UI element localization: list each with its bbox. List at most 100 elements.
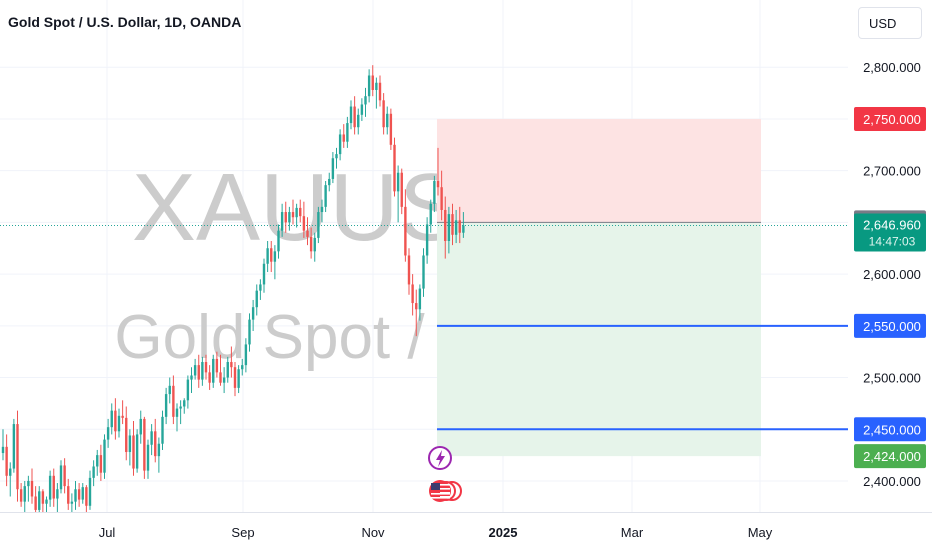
candle <box>255 284 258 316</box>
candle-body <box>135 434 139 469</box>
candle-body <box>371 75 374 90</box>
candle <box>168 377 171 404</box>
candle <box>92 460 95 487</box>
candle-body <box>172 385 175 417</box>
candle-body <box>262 263 266 285</box>
short-position-tool[interactable] <box>437 118 761 457</box>
price-tick-label: 2,750.000 <box>863 112 921 127</box>
candle <box>157 437 161 473</box>
us-flag-event-icon[interactable] <box>429 480 462 502</box>
candle <box>259 279 262 300</box>
candle-body <box>338 134 342 155</box>
candle-body <box>74 489 77 502</box>
candle <box>433 175 436 213</box>
candle <box>313 232 316 262</box>
candle-body <box>222 377 226 383</box>
candle <box>77 483 81 507</box>
candle <box>360 98 364 122</box>
candle <box>9 462 12 497</box>
candle <box>444 196 447 259</box>
candle-body <box>280 212 284 231</box>
candle <box>103 434 106 479</box>
price-tick-label: 2,424.000 <box>863 449 921 464</box>
last-price-label: 2,646.960 <box>863 218 921 233</box>
candle-body <box>103 439 106 473</box>
candle <box>280 203 284 237</box>
candle <box>233 362 237 397</box>
lightning-event-icon[interactable] <box>428 446 452 470</box>
stop-loss-zone[interactable] <box>437 118 761 223</box>
candle-body <box>154 431 157 457</box>
candle-body <box>360 104 364 115</box>
candle <box>45 496 48 515</box>
candle-body <box>458 220 461 233</box>
candle <box>386 106 389 135</box>
candle-body <box>59 465 63 490</box>
candle-body <box>357 114 360 128</box>
candle <box>440 170 443 221</box>
candle-body <box>302 216 306 231</box>
candle <box>244 338 248 373</box>
candle <box>396 165 400 223</box>
candle-body <box>34 496 37 510</box>
candle <box>201 356 204 386</box>
candle-body <box>353 106 356 128</box>
candle-body <box>367 75 371 97</box>
event-icons[interactable] <box>428 446 462 502</box>
time-tick-label: Nov <box>361 525 385 540</box>
candle-body <box>215 358 219 373</box>
candle-body <box>244 344 248 366</box>
candle <box>215 351 219 378</box>
time-axis[interactable]: Jul Sep Nov 2025 Mar May <box>0 512 932 550</box>
candle-body <box>81 487 84 500</box>
candle <box>284 201 287 233</box>
horizontal-levels[interactable] <box>0 225 848 431</box>
candle-body <box>436 181 440 188</box>
candle <box>99 444 103 481</box>
time-tick-label: May <box>748 525 773 540</box>
candle-body <box>299 207 302 217</box>
candle-body <box>161 416 164 444</box>
candle-body <box>331 158 335 179</box>
candle <box>164 387 168 425</box>
candle-body <box>110 410 113 428</box>
candle-body <box>56 489 59 499</box>
candle <box>226 356 229 383</box>
candle <box>415 289 418 337</box>
price-label-badge <box>854 313 926 338</box>
candle <box>422 248 425 297</box>
candle <box>88 470 92 510</box>
candle-body <box>451 214 454 235</box>
time-tick-label: Jul <box>99 525 116 540</box>
candle <box>288 206 291 231</box>
candle <box>335 147 338 169</box>
candle <box>186 375 190 409</box>
candle <box>411 274 414 316</box>
candle-body <box>306 230 309 237</box>
candle <box>393 137 396 197</box>
candle-body <box>212 358 215 383</box>
price-axis[interactable]: 2,800.0002,750.0002,700.0002,650.0002,60… <box>848 0 932 550</box>
candle-body <box>277 230 280 252</box>
candle <box>219 354 222 386</box>
candle-body <box>150 431 153 445</box>
take-profit-zone[interactable] <box>437 222 761 457</box>
candle-body <box>230 362 233 368</box>
candle <box>175 403 179 432</box>
candle-body <box>121 415 124 418</box>
candle <box>407 248 411 295</box>
candle-body <box>317 212 320 238</box>
candle <box>38 486 41 515</box>
candle-body <box>237 369 240 388</box>
candle <box>27 475 30 502</box>
candle-body <box>193 365 197 376</box>
price-tick-label: 2,600.000 <box>863 267 921 282</box>
currency-button[interactable]: USD <box>858 7 922 39</box>
candle-body <box>67 486 70 504</box>
candle <box>59 460 63 494</box>
candle-body <box>233 367 237 388</box>
candle <box>85 485 88 512</box>
candle-body <box>295 207 298 218</box>
